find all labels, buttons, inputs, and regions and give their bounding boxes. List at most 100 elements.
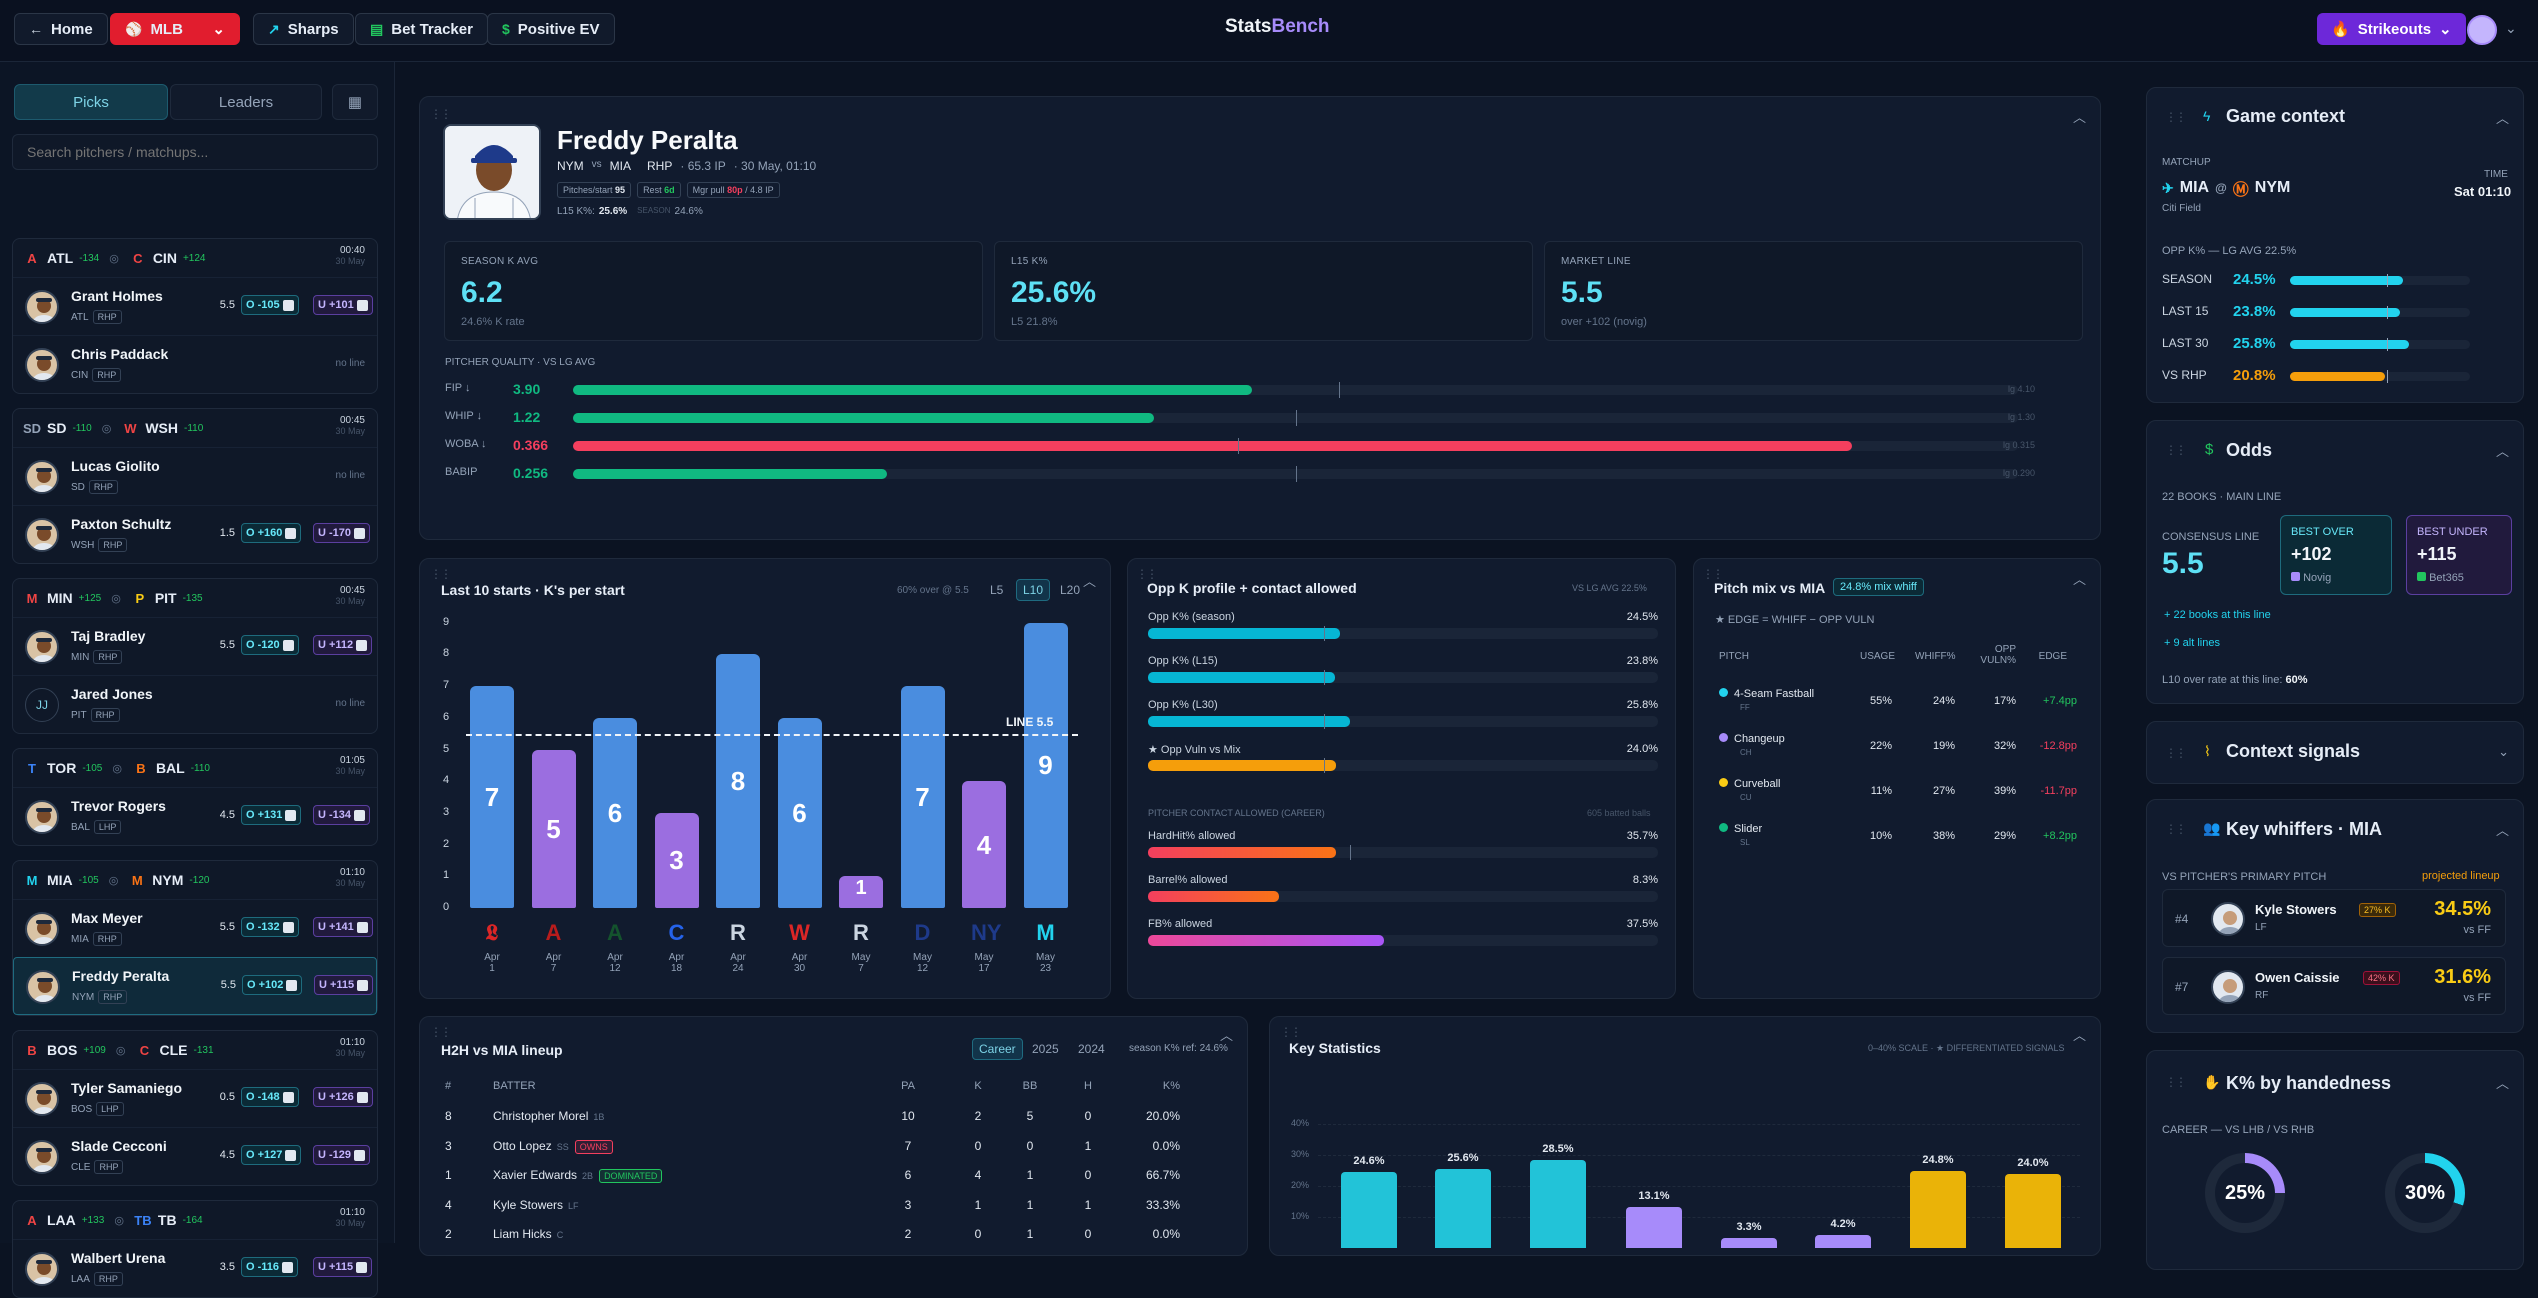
drag-handle-icon[interactable]: ⋮⋮ (2165, 746, 2187, 760)
collapse-icon[interactable]: ︿ (2072, 572, 2086, 587)
app-logo[interactable]: StatsBench (1225, 16, 1330, 38)
game-card[interactable]: A LAA +133 ◎ TB TB -164 01:10 30 May Walbert Uren… (12, 1200, 378, 1298)
collapse-icon[interactable]: ︿ (2495, 1076, 2509, 1091)
k-bar[interactable]: 5 (531, 749, 576, 908)
drag-handle-icon[interactable]: ⋮⋮ (2165, 110, 2187, 124)
drag-handle-icon[interactable]: ⋮⋮ (1280, 1025, 1302, 1039)
under-odds-button[interactable]: U -170 (313, 523, 371, 543)
under-odds-button[interactable]: U -129 (313, 1145, 371, 1165)
pitcher-row[interactable]: Trevor Rogers BAL LHP 4.5 O +131 U -134 (13, 787, 377, 845)
pitcher-row[interactable]: Taj Bradley MIN RHP 5.5 O -120 U +112 (13, 617, 377, 675)
market-select[interactable]: 🔥 Strikeouts ⌄ (2317, 13, 2466, 45)
pitcher-row[interactable]: Paxton Schultz WSH RHP 1.5 O +160 U -170 (13, 505, 377, 563)
tab-2024[interactable]: 2024 (1078, 1042, 1105, 1056)
k-bar[interactable]: 1 (839, 876, 883, 908)
stat-bar[interactable] (1815, 1234, 1871, 1248)
k-bar[interactable]: 8 (716, 654, 760, 908)
game-card[interactable]: SD SD -110 ◎ W WSH -110 00:45 30 May Lucas Giolit… (12, 408, 378, 564)
drag-handle-icon[interactable]: ⋮⋮ (2165, 822, 2187, 836)
sharps-button[interactable]: ↗ Sharps (253, 13, 354, 45)
over-odds-button[interactable]: O +160 (241, 523, 302, 543)
alt-lines-link[interactable]: + 9 alt lines (2164, 637, 2220, 649)
k-bar[interactable]: 6 (777, 717, 822, 908)
best-over-box[interactable]: BEST OVER +102 Novig (2280, 515, 2392, 595)
over-odds-button[interactable]: O +131 (241, 805, 302, 825)
whiffer-row[interactable]: #7 Owen Caissie RF 42% K 31.6% vs FF (2162, 957, 2506, 1015)
k-bar[interactable]: 4 (962, 781, 1006, 908)
under-odds-button[interactable]: U +115 (314, 975, 374, 995)
whiffer-row[interactable]: #4 Kyle Stowers LF 27% K 34.5% vs FF (2162, 889, 2506, 947)
batter-cell[interactable]: Otto Lopez SS OWNS (493, 1139, 613, 1154)
under-odds-button[interactable]: U +101 (313, 295, 373, 315)
tab-2025[interactable]: 2025 (1032, 1042, 1059, 1056)
drag-handle-icon[interactable]: ⋮⋮ (1136, 567, 1158, 581)
under-odds-button[interactable]: U +112 (313, 635, 373, 655)
collapse-icon[interactable]: ︿ (2495, 823, 2509, 838)
batter-cell[interactable]: Liam Hicks C (493, 1227, 563, 1241)
drag-handle-icon[interactable]: ⋮⋮ (1702, 567, 1724, 581)
tab-l20[interactable]: L20 (1060, 583, 1081, 597)
over-odds-button[interactable]: O -148 (241, 1087, 299, 1107)
expand-icon[interactable]: ⌄ (2498, 744, 2509, 759)
tab-l10[interactable]: L10 (1016, 579, 1051, 601)
pitcher-row[interactable]: Freddy Peralta NYM RHP 5.5 O +102 U +115 (13, 957, 377, 1015)
batter-cell[interactable]: Xavier Edwards 2B DOMINATED (493, 1168, 663, 1183)
stat-bar[interactable] (1341, 1171, 1397, 1248)
game-card[interactable]: M MIN +125 ◎ P PIT -135 00:45 30 May Taj Bradley M… (12, 578, 378, 734)
collapse-icon[interactable]: ︿ (2072, 110, 2086, 125)
stat-bar[interactable] (1910, 1171, 1966, 1248)
tab-l5[interactable]: L5 (990, 583, 1004, 597)
pitcher-row[interactable]: Slade Cecconi CLE RHP 4.5 O +127 U -129 (13, 1127, 377, 1185)
under-odds-button[interactable]: U +126 (313, 1087, 373, 1107)
under-odds-button[interactable]: U +115 (313, 1257, 373, 1277)
tab-leaders[interactable]: Leaders (170, 84, 322, 120)
stat-bar[interactable] (1530, 1159, 1586, 1248)
pitcher-row[interactable]: JJ Jared Jones PIT RHP no line (13, 675, 377, 733)
game-card[interactable]: A ATL -134 ◎ C CIN +124 00:40 30 May Grant Holmes… (12, 238, 378, 394)
collapse-icon[interactable]: ︿ (2495, 111, 2509, 126)
k-bar[interactable]: 7 (900, 686, 945, 908)
k-bar[interactable]: 6 (593, 717, 637, 908)
stat-bar[interactable] (2005, 1173, 2061, 1248)
collapse-icon[interactable]: ︿ (2495, 444, 2509, 459)
k-bar[interactable]: 3 (654, 812, 699, 908)
pitcher-row[interactable]: Tyler Samaniego BOS LHP 0.5 O -148 U +126 (13, 1069, 377, 1127)
over-odds-button[interactable]: O -116 (241, 1257, 299, 1277)
pitcher-row[interactable]: Lucas Giolito SD RHP no line (13, 447, 377, 505)
over-odds-button[interactable]: O -132 (241, 917, 299, 937)
context-signals-card[interactable]: ⋮⋮ ⌄ (2146, 721, 2524, 784)
drag-handle-icon[interactable]: ⋮⋮ (2165, 1075, 2187, 1089)
drag-handle-icon[interactable]: ⋮⋮ (2165, 443, 2187, 457)
under-odds-button[interactable]: U +141 (313, 917, 373, 937)
league-select[interactable]: ⚾ MLB ⌄ (110, 13, 240, 45)
user-avatar[interactable] (2467, 15, 2497, 45)
tab-picks[interactable]: Picks (14, 84, 168, 120)
collapse-icon[interactable]: ︿ (1082, 574, 1096, 589)
grid-view-icon[interactable]: ▦ (332, 84, 378, 120)
positive-ev-button[interactable]: $ Positive EV (487, 13, 615, 45)
pitcher-row[interactable]: Walbert Urena LAA RHP 3.5 O -116 U +115 (13, 1239, 377, 1297)
chevron-down-icon[interactable]: ⌄ (2505, 20, 2517, 36)
game-card[interactable]: T TOR -105 ◎ B BAL -110 01:05 30 May Trevor Roger… (12, 748, 378, 846)
under-odds-button[interactable]: U -134 (313, 805, 371, 825)
k-bar[interactable]: 9 (1023, 622, 1068, 908)
over-odds-button[interactable]: O +102 (242, 975, 303, 995)
home-button[interactable]: ← Home (14, 13, 108, 45)
tab-career[interactable]: Career (972, 1038, 1023, 1060)
best-under-box[interactable]: BEST UNDER +115 Bet365 (2406, 515, 2512, 595)
pitcher-row[interactable]: Max Meyer MIA RHP 5.5 O -132 U +141 (13, 899, 377, 957)
collapse-icon[interactable]: ︿ (1219, 1028, 1233, 1043)
bet-tracker-button[interactable]: ▤ Bet Tracker (355, 13, 488, 45)
pitcher-row[interactable]: Chris Paddack CIN RHP no line (13, 335, 377, 393)
books-link[interactable]: + 22 books at this line (2164, 609, 2271, 621)
drag-handle-icon[interactable]: ⋮⋮ (430, 1025, 452, 1039)
game-card[interactable]: B BOS +109 ◎ C CLE -131 01:10 30 May Tyler Samani… (12, 1030, 378, 1186)
over-odds-button[interactable]: O +127 (241, 1145, 302, 1165)
drag-handle-icon[interactable]: ⋮⋮ (430, 107, 452, 121)
over-odds-button[interactable]: O -120 (241, 635, 299, 655)
batter-cell[interactable]: Kyle Stowers LF (493, 1198, 579, 1212)
batter-cell[interactable]: Christopher Morel 1B (493, 1109, 604, 1123)
k-bar[interactable]: 7 (470, 686, 514, 908)
stat-bar[interactable] (1626, 1207, 1682, 1248)
search-input[interactable] (12, 134, 378, 170)
